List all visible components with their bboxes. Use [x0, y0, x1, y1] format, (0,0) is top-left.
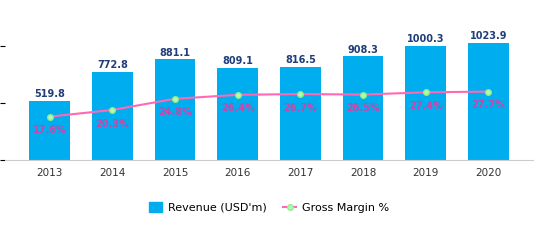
- Text: 17.6%: 17.6%: [33, 125, 67, 135]
- Bar: [30, 101, 70, 160]
- Bar: [280, 67, 321, 160]
- Text: 1023.9: 1023.9: [470, 31, 507, 41]
- Text: 26.4%: 26.4%: [221, 104, 254, 114]
- Text: 881.1: 881.1: [160, 48, 190, 58]
- Text: 519.8: 519.8: [34, 89, 65, 99]
- Bar: [92, 72, 133, 160]
- Bar: [405, 46, 446, 160]
- Text: 20.3%: 20.3%: [95, 119, 129, 129]
- Text: 908.3: 908.3: [348, 45, 378, 55]
- Text: 27.4%: 27.4%: [409, 101, 443, 111]
- Text: 26.5%: 26.5%: [346, 103, 380, 113]
- Bar: [468, 43, 508, 160]
- Bar: [217, 68, 258, 160]
- Text: 1000.3: 1000.3: [407, 34, 444, 44]
- Text: 27.7%: 27.7%: [471, 100, 505, 110]
- Text: 26.7%: 26.7%: [284, 103, 317, 113]
- Bar: [154, 59, 195, 160]
- Legend: Revenue (USD'm), Gross Margin %: Revenue (USD'm), Gross Margin %: [144, 198, 394, 217]
- Text: 816.5: 816.5: [285, 55, 316, 65]
- Text: 772.8: 772.8: [97, 60, 128, 70]
- Text: 24.8%: 24.8%: [158, 107, 192, 117]
- Bar: [343, 56, 384, 160]
- Text: 809.1: 809.1: [222, 56, 253, 66]
